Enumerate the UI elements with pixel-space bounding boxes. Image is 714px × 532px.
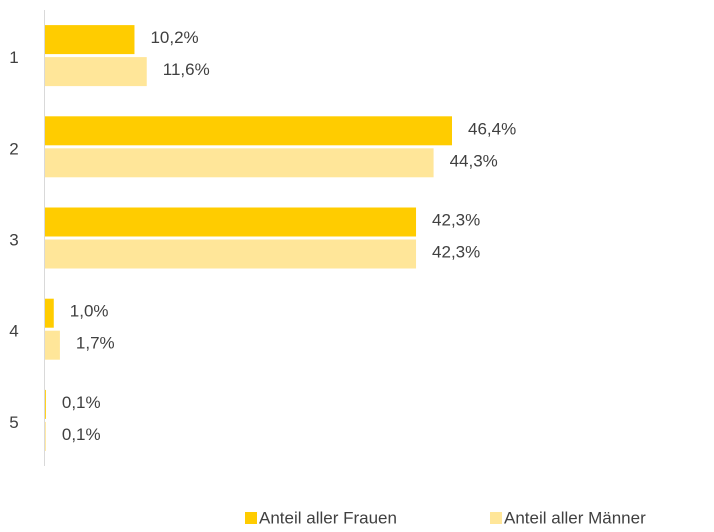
- legend-label: Anteil aller Männer: [504, 508, 646, 527]
- bar: [45, 298, 54, 328]
- legend-swatch: [490, 512, 502, 524]
- legend-label: Anteil aller Frauen: [259, 508, 397, 527]
- y-tick-label: 1: [9, 48, 18, 67]
- value-label: 42,3%: [432, 242, 480, 261]
- value-label: 0,1%: [62, 393, 101, 412]
- value-label: 1,7%: [76, 334, 115, 353]
- bar: [45, 207, 417, 237]
- value-label: 44,3%: [450, 151, 498, 170]
- value-label: 1,0%: [70, 302, 109, 321]
- value-label: 10,2%: [150, 28, 198, 47]
- value-label: 46,4%: [468, 119, 516, 138]
- bar: [45, 330, 60, 360]
- y-tick-label: 4: [9, 322, 18, 341]
- bar: [45, 116, 452, 146]
- value-label: 42,3%: [432, 210, 480, 229]
- bar: [45, 25, 135, 55]
- bar: [45, 57, 147, 87]
- bar: [45, 148, 434, 178]
- y-tick-label: 2: [9, 139, 18, 158]
- value-label: 11,6%: [163, 60, 210, 79]
- legend-swatch: [245, 512, 257, 524]
- value-label: 0,1%: [62, 425, 101, 444]
- y-tick-label: 5: [9, 413, 18, 432]
- y-tick-label: 3: [9, 230, 18, 249]
- bar: [45, 421, 46, 451]
- bar: [45, 389, 46, 419]
- bar: [45, 239, 417, 269]
